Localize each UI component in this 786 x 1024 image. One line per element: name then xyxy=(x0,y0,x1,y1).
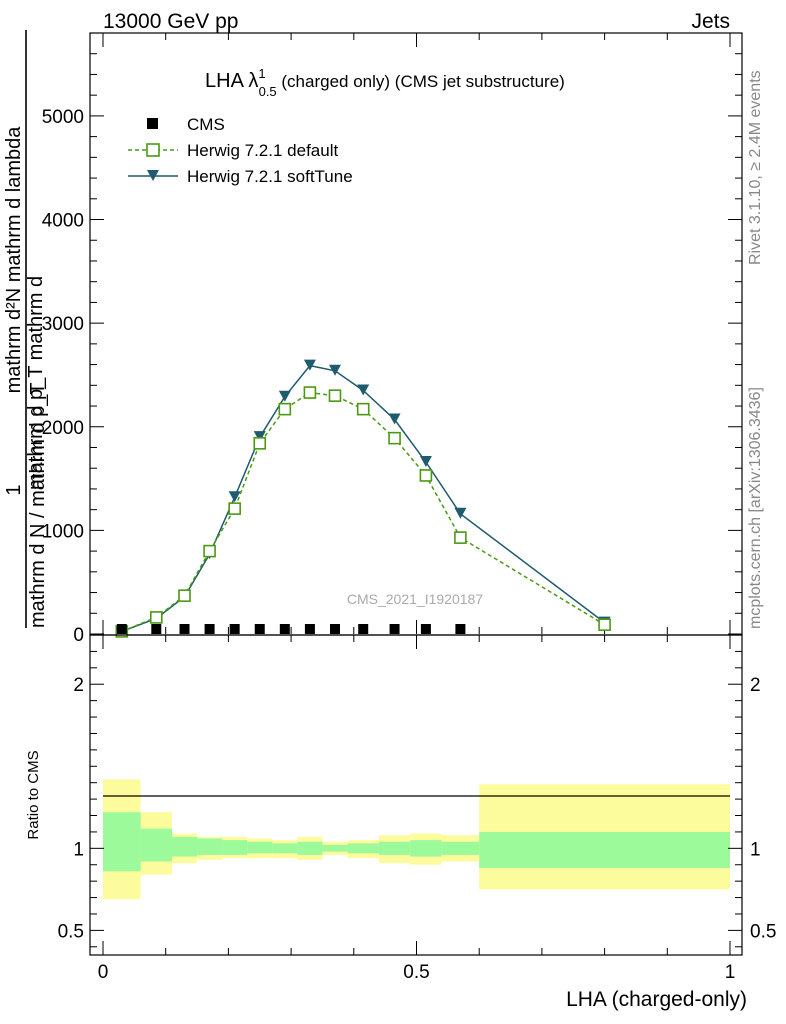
series-default-point xyxy=(388,431,401,445)
side-mcplots: mcplots.cern.ch [arXiv:1306.3436] xyxy=(747,387,764,629)
main-y-label: 1 mathrm d N / mathrm d p_T mathrm d p_T… xyxy=(3,30,49,628)
series-cms-point xyxy=(179,624,190,634)
ratio-band-inner xyxy=(171,836,198,857)
main-series xyxy=(115,359,611,638)
main-y-tick-label: 4000 xyxy=(42,211,84,232)
y-label-line-1: mathrm d N / mathrm d p_T xyxy=(27,382,49,628)
y-label-one: 1 xyxy=(3,484,25,495)
ratio-band-inner xyxy=(378,841,411,855)
series-default-point xyxy=(203,544,216,558)
ratio-frame xyxy=(89,634,743,956)
series-default-point xyxy=(253,437,267,450)
ratio-band-inner xyxy=(103,812,141,872)
ratio-band-inner xyxy=(222,840,248,855)
side-rivet: Rivet 3.1.10, ≥ 2.4M events xyxy=(747,70,764,265)
header-right: Jets xyxy=(691,10,730,33)
series-default-point xyxy=(419,469,433,482)
ratio-band-inner xyxy=(347,843,379,854)
series-cms-point xyxy=(420,624,431,634)
series-default-point xyxy=(149,611,163,624)
series-cms-point xyxy=(204,624,215,634)
ratio-band-inner xyxy=(247,841,273,854)
series-default-point xyxy=(303,386,317,399)
series-default-point xyxy=(228,502,241,515)
legend-cms-label: CMS xyxy=(187,115,225,134)
header-left: 13000 GeV pp xyxy=(103,10,238,33)
ratio-band-inner xyxy=(140,828,172,862)
ratio-y-tick-label: 2 xyxy=(73,675,84,696)
series-soft-point xyxy=(253,431,266,443)
y-label-line-3: mathrm d²N mathrm d lambda xyxy=(3,126,25,394)
series-default-point xyxy=(356,402,370,416)
ratio-y-tick-label: 1 xyxy=(73,839,84,860)
series-cms-point xyxy=(304,624,315,634)
ratio-x-tick-label: 0.5 xyxy=(403,962,429,983)
ratio-band-inner xyxy=(197,838,223,855)
series-default-point xyxy=(598,618,611,631)
ratio-band-inner xyxy=(479,831,730,869)
series-cms-point xyxy=(358,624,369,634)
series-cms-point xyxy=(151,624,162,634)
ratio-bands xyxy=(103,779,730,900)
series-soft-point xyxy=(328,364,341,376)
series-soft-point xyxy=(278,390,291,402)
ratio-x-tick-labels: 0 0.5 1 xyxy=(98,962,736,983)
legend-cms-marker xyxy=(147,118,158,129)
main-y-tick-label: 3000 xyxy=(42,314,84,335)
series-soft-point xyxy=(303,359,316,371)
series-cms-point xyxy=(229,624,240,634)
ratio-y-tick-label-right: 1 xyxy=(750,839,761,860)
series-cms-point xyxy=(455,624,466,634)
legend-soft-label: Herwig 7.2.1 softTune xyxy=(187,167,353,186)
series-cms-point xyxy=(279,624,290,634)
ratio-y-tick-label-right: 2 xyxy=(750,675,761,696)
series-cms-point xyxy=(254,624,265,634)
y-label-line-2: mathrm d p_T mathrm d xyxy=(25,276,47,490)
ratio-band-inner xyxy=(410,840,442,857)
main-y-tick-label: 0 xyxy=(73,625,84,646)
ratio-plot: 0.5 0.51 12 2 0 0.5 1 Ratio to CMS LHA (charg… xyxy=(25,634,777,1011)
main-y-tick-labels: 0 1000 2000 3000 4000 5000 xyxy=(42,107,84,646)
watermark: CMS_2021_I1920187 xyxy=(347,591,483,607)
plot-title-sup: 1 xyxy=(258,66,265,81)
main-y-tick-label: 5000 xyxy=(42,107,84,128)
plot-title-main: LHA λ xyxy=(205,70,258,92)
ratio-y-tick-label-right: 0.5 xyxy=(750,921,776,942)
series-soft-point xyxy=(357,384,370,396)
ratio-x-tick-label: 1 xyxy=(725,962,736,983)
series-soft-point xyxy=(228,491,241,503)
series-cms-point xyxy=(329,624,340,634)
ratio-y-tick-label: 0.5 xyxy=(58,921,84,942)
series-soft-point xyxy=(454,507,467,519)
ratio-ticks xyxy=(90,635,742,955)
series-soft-point xyxy=(388,413,401,425)
plot-title-sub: 0.5 xyxy=(259,84,277,99)
plot-title: LHA λ1 0.5 (charged only) (CMS jet substr… xyxy=(205,66,565,99)
series-cms-point xyxy=(389,624,400,634)
series-default-point xyxy=(178,589,191,602)
legend-soft-marker xyxy=(147,170,159,181)
legend-default-label: Herwig 7.2.1 default xyxy=(187,141,338,160)
ratio-x-tick-label: 0 xyxy=(98,962,109,983)
main-y-tick-label: 2000 xyxy=(42,418,84,439)
ratio-y-label: Ratio to CMS xyxy=(25,750,42,839)
ratio-band-inner xyxy=(441,841,480,855)
x-axis-label: LHA (charged-only) xyxy=(566,988,747,1011)
series-default-point xyxy=(328,389,342,402)
main-y-tick-label: 1000 xyxy=(42,521,84,542)
legend-default-marker xyxy=(146,143,160,157)
ratio-band-inner xyxy=(272,843,298,854)
ratio-y-tick-labels: 0.5 0.5 1 1 2 2 xyxy=(58,675,777,942)
series-cms-point xyxy=(116,624,127,634)
plot-title-rest: (charged only) (CMS jet substructure) xyxy=(277,72,565,91)
series-soft-point xyxy=(419,455,432,467)
series-default-point xyxy=(278,402,292,416)
ratio-band-inner xyxy=(297,841,323,855)
legend: CMS Herwig 7.2.1 default Herwig 7.2.1 so… xyxy=(128,115,353,186)
ratio-band-inner xyxy=(322,845,348,852)
series-default-point xyxy=(454,531,467,544)
